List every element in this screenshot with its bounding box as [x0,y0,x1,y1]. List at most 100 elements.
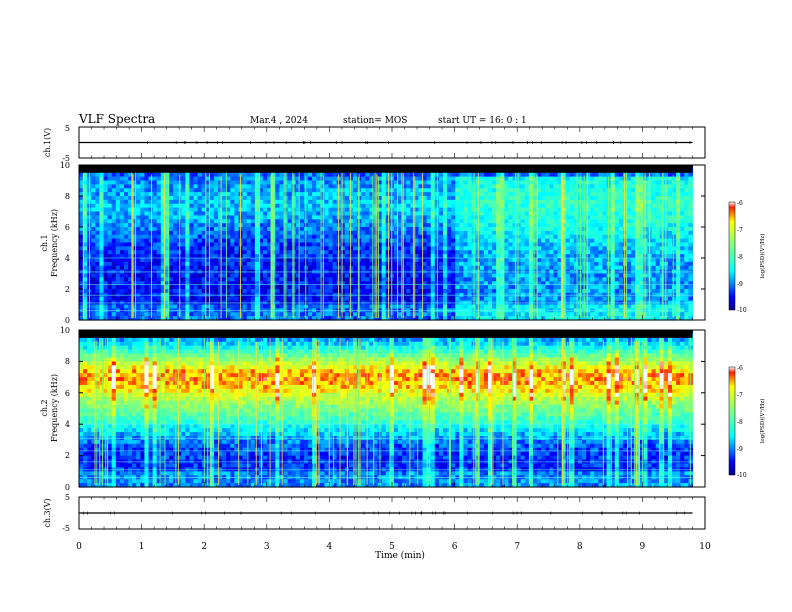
spectrogram-cell [267,316,272,321]
spectrogram-cell [344,192,350,197]
spectrogram-cell [353,176,358,182]
spectrogram-cell [213,227,219,232]
spectrogram-cell [99,265,105,271]
header-station: station= MOS [343,116,407,126]
spectrogram-cell [361,238,366,244]
spectrogram-cell [418,281,424,286]
spectrogram-cell [91,215,96,220]
spectrogram-cell [267,230,272,236]
spectrogram-cell [263,258,268,263]
spectrogram-cell [218,234,223,240]
spectrogram-cell [128,258,133,263]
spectrogram-cell [426,230,432,236]
spectrogram-cell [287,261,293,267]
spectrogram-cell [463,281,469,286]
spectrogram-cell [95,215,101,220]
spectrogram-cell [115,207,121,213]
spectrogram-cell [144,180,150,185]
spectrogram-cell [418,312,424,317]
spectrogram-cell [173,192,178,197]
spectrogram-cell [418,238,424,244]
spectrogram-cell [193,277,199,282]
spectrogram-cell [406,238,411,244]
spectrogram-cell [353,207,358,213]
spectrogram-cell [483,296,489,302]
spectrogram-cell [316,215,321,220]
spectrogram-cell [201,211,207,216]
spectrogram-cell [332,196,338,201]
spectrogram-cell [173,180,178,185]
spectrogram-cell [246,192,252,197]
spectrogram-cell [483,254,489,259]
spectrogram-cell [181,312,186,317]
spectrogram-cell [242,230,248,236]
spectrogram-cell [246,277,252,282]
spectrogram-cell [414,230,420,236]
spectrogram-cell [398,176,403,182]
spectrogram-cell [193,265,199,271]
spectrogram-cell [299,238,305,244]
spectrogram-cell [398,316,403,321]
spectrogram-cell [414,273,420,278]
spectrogram-cell [189,172,195,178]
spectrogram-cell [181,230,186,236]
spectrogram-cell [173,203,178,209]
spectrogram-cell [193,238,199,244]
spectrogram-cell [487,196,493,201]
spectrogram-cell [545,238,550,244]
spectrogram-cell [279,215,285,220]
spectrogram-cell [164,246,170,251]
spectrogram-cell [144,289,150,294]
spectrogram-cell [234,304,240,309]
spectrogram-cell [132,207,137,213]
spectrogram-cell [463,223,469,228]
spectrogram-cell [181,227,186,232]
spectrogram-cell [79,211,84,216]
spectrogram-cell [487,304,493,309]
spectrogram-cell [496,285,501,290]
spectrogram-cell [160,273,166,278]
spectrogram-cell [316,188,321,193]
spectrogram-cell [111,316,117,321]
spectrogram-cell [99,172,105,178]
spectrogram-cell [483,219,489,224]
spectrogram-cell [258,281,264,286]
spectrogram-cell [328,296,334,302]
spectrogram-cell [418,199,424,205]
spectrogram-cell [414,296,420,302]
spectrogram-cell [218,196,223,201]
spectrogram-cell [189,223,195,228]
spectrogram-cell [218,188,223,193]
spectrogram-cell [508,219,514,224]
spectrogram-cell [303,207,309,213]
spectrogram-cell [263,199,268,205]
spectrogram-cell [451,180,456,185]
spectrogram-cell [557,316,563,321]
spectrogram-cell [353,304,358,309]
spectrogram-cell [504,230,510,236]
spectrogram-cell [332,242,338,247]
spectrogram-cell [140,285,146,290]
spectrogram-cell [369,238,375,244]
spectrogram-cell [140,254,146,259]
spectrogram-cell [185,223,191,228]
spectrogram-cell [492,211,497,216]
spectrogram-cell [148,289,154,294]
spectrogram-cell [123,211,129,216]
spectrogram-cell [246,188,252,193]
spectrogram-cell [385,316,391,321]
spectrogram-cell [250,230,256,236]
spectrogram-cell [549,230,555,236]
spectrogram-cell [316,192,321,197]
spectrogram-cell [492,215,497,220]
spectrogram-cell [381,312,387,317]
spectrogram-cell [430,242,436,247]
spectrogram-cell [320,258,325,263]
spectrogram-cell [463,250,469,255]
spectrogram-cell [541,230,546,236]
spectrogram-cell [512,246,518,251]
spectrogram-cell [504,285,510,290]
spectrogram-cell [504,277,510,282]
spectrogram-cell [381,227,387,232]
spectrogram-cell [479,176,485,182]
